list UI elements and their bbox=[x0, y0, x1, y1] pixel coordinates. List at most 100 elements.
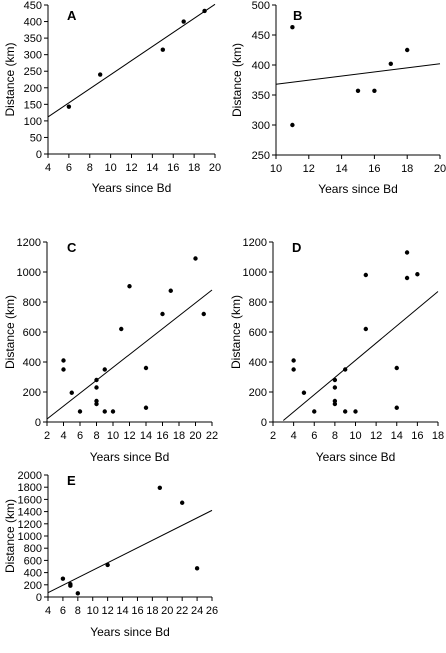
panel-e-x-tick-label: 10 bbox=[87, 605, 99, 617]
panel-b-x-tick-label: 14 bbox=[335, 163, 347, 175]
panel-a-data-point bbox=[66, 104, 72, 109]
panel-d-data-point bbox=[312, 409, 317, 414]
panel-c-y-tick-label: 1200 bbox=[17, 237, 41, 249]
panel-b-y-axis-label: Distance (km) bbox=[230, 43, 244, 117]
panel-e-x-tick-label: 16 bbox=[131, 605, 143, 617]
panel-b-x-tick-label: 12 bbox=[303, 163, 315, 175]
panel-e-y-tick-label: 1400 bbox=[18, 507, 42, 519]
panel-e-y-tick-label: 1600 bbox=[18, 494, 42, 506]
panel-c-y-tick-label: 0 bbox=[35, 417, 41, 429]
panel-b-y-tick-label: 350 bbox=[252, 90, 270, 102]
panel-d-x-tick-label: 12 bbox=[370, 430, 382, 442]
panel-b-x-axis-label: Years since Bd bbox=[318, 182, 398, 196]
panel-b-x-tick-label: 10 bbox=[270, 163, 282, 175]
panel-d: D Years since Bd Distance (km) 0 200 400 60… bbox=[229, 237, 444, 464]
panel-b-plot-area bbox=[276, 5, 440, 155]
panel-d-data-point bbox=[404, 250, 410, 255]
panel-e: E Years since Bd Distance (km) 020040060… bbox=[3, 470, 218, 639]
panel-a-marks: 0 50 100 150 200 250 300 350 400 450 4 6 8 10 12 14 16 18… bbox=[24, 0, 221, 174]
panel-d-data-point bbox=[332, 377, 338, 383]
panel-b-data-point bbox=[290, 25, 295, 30]
panel-c: C Years since Bd Distance (km) 0 200 400 60… bbox=[3, 237, 218, 464]
panel-a-x-tick-label: 14 bbox=[146, 162, 158, 174]
panel-b-x-tick-label: 20 bbox=[434, 163, 446, 175]
panel-d-x-tick-label: 18 bbox=[432, 430, 444, 442]
panel-c-x-tick-label: 20 bbox=[189, 430, 201, 442]
panel-b-data-point bbox=[405, 47, 410, 53]
panel-d-data-point bbox=[342, 367, 348, 372]
panel-d-marks: 0 200 400 600 800 1000 1200 2 4 6 8 10 12 14 16 18 bbox=[243, 237, 445, 442]
panel-c-x-axis-label: Years since Bd bbox=[90, 450, 170, 464]
panel-e-y-tick-label: 400 bbox=[24, 568, 42, 580]
panel-b-y-tick-label: 500 bbox=[252, 0, 270, 12]
panel-a-y-tick-label: 200 bbox=[24, 83, 42, 95]
panel-c-marks: 0 200 400 600 800 1000 1200 2 4 6 8 10 12 14 16 18 20 22 bbox=[17, 237, 219, 442]
panel-c-data-point bbox=[61, 358, 66, 363]
panel-e-data-point bbox=[179, 500, 185, 505]
panel-c-data-point bbox=[143, 365, 149, 371]
panel-d-data-point bbox=[301, 390, 307, 395]
panel-e-y-tick-label: 1200 bbox=[18, 519, 42, 531]
panel-c-data-point bbox=[61, 367, 66, 372]
panel-a-y-tick-label: 150 bbox=[24, 99, 42, 111]
panel-a-y-tick-label: 450 bbox=[24, 0, 42, 12]
panel-c-y-tick-label: 200 bbox=[23, 387, 41, 399]
panel-d-x-tick-label: 4 bbox=[291, 430, 297, 442]
panel-b-y-tick-label: 250 bbox=[252, 150, 270, 162]
panel-a-x-tick-label: 12 bbox=[125, 162, 137, 174]
panel-e-x-tick-label: 22 bbox=[176, 605, 188, 617]
panel-a-data-point bbox=[181, 19, 186, 24]
panel-e-x-tick-label: 6 bbox=[60, 605, 66, 617]
panel-c-x-tick-label: 12 bbox=[123, 430, 135, 442]
panel-e-x-tick-label: 12 bbox=[102, 605, 114, 617]
panel-c-y-tick-label: 800 bbox=[23, 297, 41, 309]
panel-d-data-point bbox=[363, 272, 369, 278]
panel-a: A Years since Bd Distance (km) 0 50 100 150… bbox=[3, 0, 221, 195]
panel-d-data-point bbox=[394, 405, 399, 410]
panel-e-data-point bbox=[157, 485, 163, 491]
panel-b-data-point bbox=[372, 88, 377, 94]
panel-c-data-point bbox=[193, 256, 198, 261]
panel-a-data-point bbox=[160, 47, 166, 52]
panel-c-y-tick-label: 600 bbox=[23, 327, 41, 339]
panel-e-x-tick-label: 20 bbox=[161, 605, 173, 617]
panel-e-data-point bbox=[105, 562, 110, 568]
panel-c-plot-area bbox=[47, 242, 212, 422]
panel-d-x-axis-label: Years since Bd bbox=[316, 450, 396, 464]
panel-a-x-axis-label: Years since Bd bbox=[92, 181, 172, 195]
panel-a-y-tick-label: 0 bbox=[36, 149, 42, 161]
panel-d-data-point bbox=[415, 272, 420, 277]
panel-e-y-tick-label: 200 bbox=[24, 580, 42, 592]
panel-d-data-point bbox=[363, 326, 369, 332]
panel-a-y-tick-label: 400 bbox=[24, 17, 42, 29]
panel-c-y-axis-label: Distance (km) bbox=[3, 295, 17, 369]
panel-e-fit-line bbox=[47, 509, 213, 594]
panel-c-data-point bbox=[94, 377, 99, 383]
panel-b-y-tick-label: 450 bbox=[252, 30, 270, 42]
panel-c-x-tick-label: 2 bbox=[44, 430, 50, 442]
panel-d-y-tick-label: 400 bbox=[249, 357, 267, 369]
panel-d-x-tick-label: 16 bbox=[411, 430, 423, 442]
panel-c-x-tick-label: 4 bbox=[60, 430, 66, 442]
panel-d-data-point bbox=[404, 275, 410, 281]
panel-d-data-point bbox=[332, 385, 338, 390]
panel-e-x-tick-label: 24 bbox=[191, 605, 203, 617]
panel-c-x-tick-label: 16 bbox=[156, 430, 168, 442]
panel-d-y-tick-label: 800 bbox=[249, 297, 267, 309]
panel-e-x-axis-label: Years since Bd bbox=[90, 625, 170, 639]
panel-b-y-tick-label: 400 bbox=[252, 60, 270, 72]
panel-b-y-tick-label: 300 bbox=[252, 120, 270, 132]
panel-b-x-tick-label: 16 bbox=[368, 163, 380, 175]
panel-e-data-point bbox=[68, 583, 73, 588]
panel-a-data-point bbox=[202, 8, 207, 14]
panel-e-y-tick-label: 1000 bbox=[18, 531, 42, 543]
panel-b-data-point bbox=[388, 61, 393, 66]
panel-e-x-tick-label: 4 bbox=[45, 605, 51, 617]
panel-c-data-point bbox=[168, 288, 173, 293]
panel-c-x-tick-label: 22 bbox=[206, 430, 218, 442]
panel-d-x-tick-label: 14 bbox=[391, 430, 403, 442]
panel-a-x-tick-label: 8 bbox=[87, 162, 93, 174]
panel-c-data-point bbox=[127, 284, 132, 289]
panel-d-data-point bbox=[394, 365, 399, 371]
